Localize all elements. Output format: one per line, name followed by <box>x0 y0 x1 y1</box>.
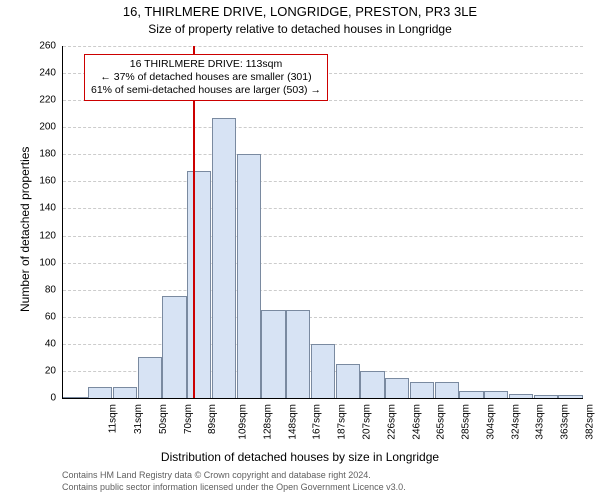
y-tick-label: 200 <box>0 122 56 133</box>
annotation-line2: ← 37% of detached houses are smaller (30… <box>91 71 321 84</box>
x-tick-label: 324sqm <box>510 404 521 440</box>
x-tick-label: 207sqm <box>362 404 373 440</box>
histogram-bar <box>311 344 335 398</box>
annotation-line1: 16 THIRLMERE DRIVE: 113sqm <box>91 58 321 71</box>
histogram-bar <box>385 378 409 398</box>
gridline <box>63 181 583 182</box>
histogram-bar <box>261 310 285 398</box>
histogram-bar <box>138 357 162 398</box>
histogram-bar <box>534 395 558 398</box>
gridline <box>63 127 583 128</box>
x-tick-label: 89sqm <box>207 404 218 434</box>
y-tick-label: 260 <box>0 41 56 52</box>
x-tick-label: 167sqm <box>312 404 323 440</box>
x-tick-label: 109sqm <box>238 404 249 440</box>
annotation-box: 16 THIRLMERE DRIVE: 113sqm ← 37% of deta… <box>84 54 328 101</box>
gridline <box>63 263 583 264</box>
annotation-line3: 61% of semi-detached houses are larger (… <box>91 84 321 97</box>
histogram-bar <box>558 395 582 398</box>
histogram-bar <box>484 391 508 398</box>
histogram-bar <box>162 296 186 398</box>
y-tick-label: 60 <box>0 311 56 322</box>
x-tick-label: 304sqm <box>485 404 496 440</box>
x-tick-label: 31sqm <box>133 404 144 434</box>
histogram-bar <box>459 391 483 398</box>
x-tick-label: 285sqm <box>461 404 472 440</box>
x-tick-label: 343sqm <box>535 404 546 440</box>
footer-line1: Contains HM Land Registry data © Crown c… <box>62 470 406 482</box>
x-tick-label: 382sqm <box>584 404 595 440</box>
histogram-bar <box>113 387 137 398</box>
x-tick-label: 148sqm <box>287 404 298 440</box>
x-tick-label: 70sqm <box>183 404 194 434</box>
histogram-bar <box>509 394 533 398</box>
histogram-bar <box>88 387 112 398</box>
x-axis-label: Distribution of detached houses by size … <box>0 450 600 464</box>
histogram-bar <box>212 118 236 398</box>
histogram-bar <box>360 371 384 398</box>
y-tick-label: 40 <box>0 338 56 349</box>
chart-title: 16, THIRLMERE DRIVE, LONGRIDGE, PRESTON,… <box>0 4 600 19</box>
chart-container: 16, THIRLMERE DRIVE, LONGRIDGE, PRESTON,… <box>0 0 600 500</box>
x-tick-label: 11sqm <box>108 404 119 433</box>
x-tick-label: 50sqm <box>158 404 169 434</box>
x-tick-label: 363sqm <box>560 404 571 440</box>
gridline <box>63 236 583 237</box>
histogram-bar <box>237 154 261 398</box>
histogram-bar <box>435 382 459 398</box>
y-axis-label: Number of detached properties <box>18 147 32 312</box>
gridline <box>63 290 583 291</box>
x-tick-label: 128sqm <box>263 404 274 440</box>
y-tick-label: 240 <box>0 68 56 79</box>
footer-attribution: Contains HM Land Registry data © Crown c… <box>62 470 406 493</box>
histogram-bar <box>63 397 87 398</box>
x-tick-label: 265sqm <box>436 404 447 440</box>
histogram-bar <box>410 382 434 398</box>
histogram-bar <box>336 364 360 398</box>
y-tick-label: 0 <box>0 393 56 404</box>
footer-line2: Contains public sector information licen… <box>62 482 406 494</box>
y-tick-label: 220 <box>0 95 56 106</box>
histogram-bar <box>187 171 211 398</box>
x-tick-label: 246sqm <box>411 404 422 440</box>
chart-subtitle: Size of property relative to detached ho… <box>0 22 600 36</box>
gridline <box>63 46 583 47</box>
gridline <box>63 317 583 318</box>
histogram-bar <box>286 310 310 398</box>
gridline <box>63 208 583 209</box>
x-tick-label: 187sqm <box>337 404 348 440</box>
y-tick-label: 20 <box>0 365 56 376</box>
x-tick-label: 226sqm <box>386 404 397 440</box>
gridline <box>63 154 583 155</box>
